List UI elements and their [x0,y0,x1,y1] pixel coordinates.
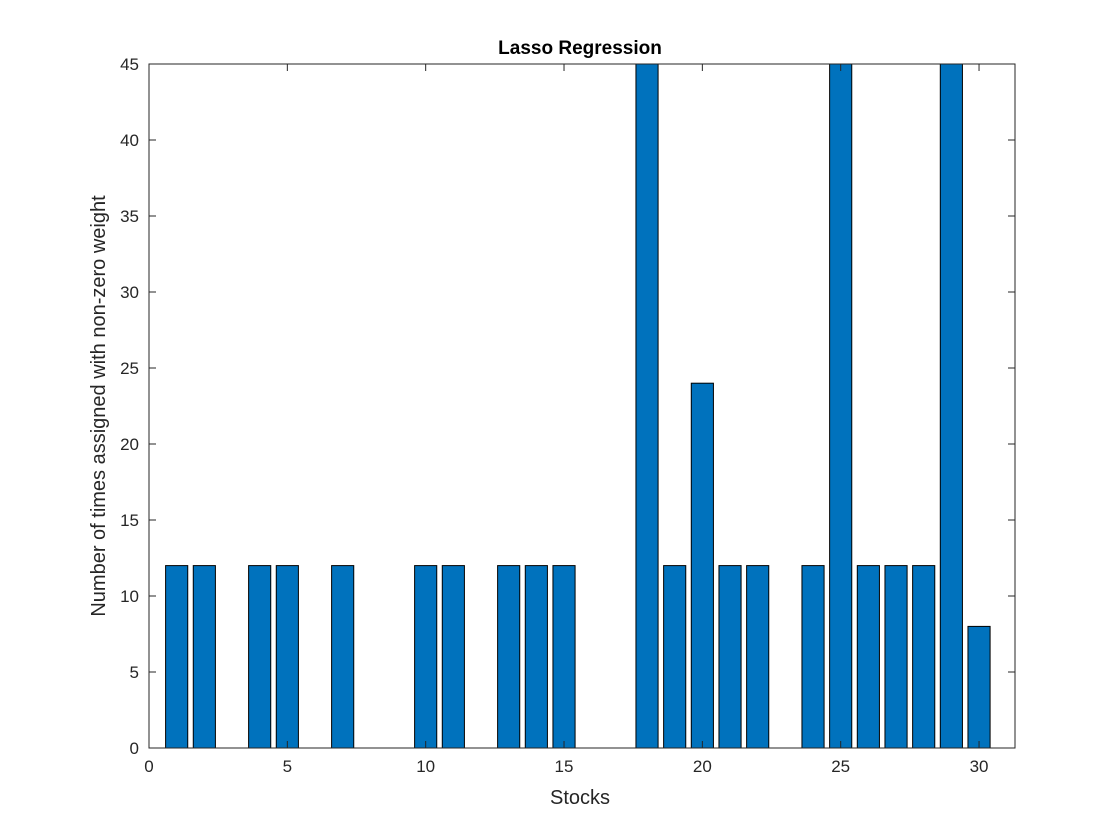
y-tick-label: 0 [130,739,139,758]
bar-stock-22 [746,565,770,749]
bar-stock-13 [497,565,521,749]
bar-stock-14 [524,565,548,749]
y-tick-label: 30 [120,283,139,302]
bar-stock-24 [801,565,825,749]
bar-stock-4 [248,565,272,749]
bar-stock-1 [165,565,189,749]
bar-stock-21 [718,565,742,749]
bar-stock-19 [663,565,687,749]
bars-group [165,63,991,749]
x-axis-label: Stocks [550,787,610,809]
y-axis: 0 5 10 15 20 25 30 35 40 45 [120,55,1015,758]
chart-title: Lasso Regression [498,38,662,59]
y-tick-label: 5 [130,663,139,682]
bar-stock-15 [552,565,576,749]
bar-stock-20 [690,382,714,749]
x-tick-label: 25 [831,757,850,776]
y-tick-label: 45 [120,55,139,74]
bar-stock-2 [192,565,216,749]
y-tick-label: 35 [120,207,139,226]
bar-stock-29 [939,63,963,749]
bar-stock-5 [275,565,299,749]
y-tick-label: 40 [120,131,139,150]
x-tick-label: 15 [555,757,574,776]
plot-frame [148,63,1016,749]
y-axis-label: Number of times assigned with non-zero w… [88,195,110,617]
x-tick-label: 20 [693,757,712,776]
bar-stock-30 [967,625,991,749]
x-tick-label: 0 [144,757,153,776]
y-tick-label: 10 [120,587,139,606]
y-tick-label: 25 [120,359,139,378]
bar-stock-26 [856,565,880,749]
x-tick-label: 30 [970,757,989,776]
bar-stock-18 [635,63,659,749]
y-tick-label: 15 [120,511,139,530]
bar-stock-28 [912,565,936,749]
x-tick-label: 5 [283,757,292,776]
bar-stock-27 [884,565,908,749]
bar-stock-10 [414,565,438,749]
bar-stock-11 [441,565,465,749]
x-axis: 0 5 10 15 20 25 30 [144,64,988,776]
y-tick-label: 20 [120,435,139,454]
bar-stock-7 [331,565,355,749]
bar-stock-25 [829,63,853,749]
x-tick-label: 10 [416,757,435,776]
